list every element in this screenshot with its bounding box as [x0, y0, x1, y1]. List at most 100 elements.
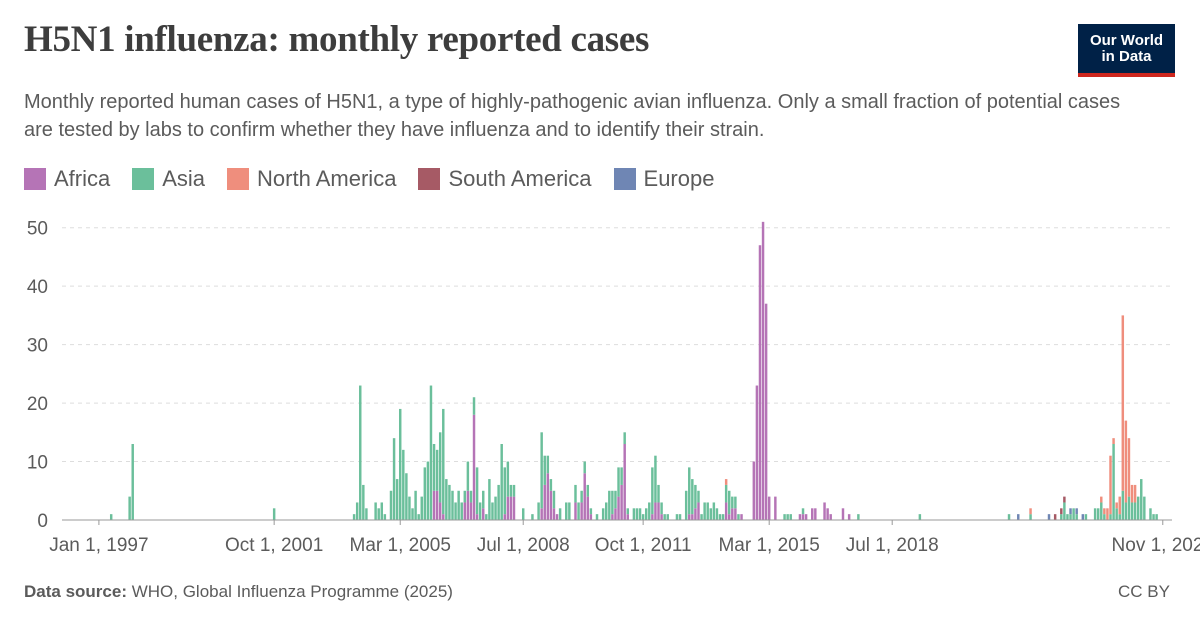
bar-africa [432, 490, 436, 520]
bar-asia [359, 385, 362, 520]
bar-asia [1155, 514, 1158, 520]
bar-africa [580, 502, 583, 520]
bar-asia [574, 484, 577, 503]
bar-north-america [1029, 508, 1032, 515]
our-world-in-data-logo[interactable]: Our World in Data [1078, 24, 1175, 77]
bar-africa [688, 514, 691, 520]
bar-africa [823, 502, 826, 520]
bar-asia [411, 508, 414, 520]
x-tick-label: Mar 1, 2005 [350, 535, 451, 556]
legend-swatch-asia [132, 168, 155, 190]
bar-asia [605, 502, 608, 520]
bar-africa [620, 484, 623, 520]
bar-asia [435, 449, 439, 491]
legend-item-south-america[interactable]: South America [418, 166, 592, 192]
bar-asia [442, 408, 445, 515]
bar-asia [697, 490, 700, 503]
bar-north-america [1103, 508, 1106, 515]
bar-asia [783, 514, 786, 520]
x-tick-label: Mar 1, 2015 [718, 535, 819, 556]
data-source-text[interactable]: WHO, Global Influenza Programme (2025) [131, 582, 453, 601]
bar-asia [731, 496, 734, 509]
legend-item-africa[interactable]: Africa [24, 166, 110, 192]
bar-asia [577, 502, 580, 520]
bar-north-america [1100, 496, 1103, 503]
bar-asia [272, 508, 276, 520]
bar-asia [657, 484, 660, 503]
bar-asia [1124, 502, 1128, 520]
bar-asia [537, 502, 540, 520]
bar-asia [1130, 502, 1134, 520]
bar-africa [617, 496, 620, 520]
y-tick-label: 10 [27, 453, 48, 474]
bar-asia [1029, 514, 1032, 520]
bar-north-america [1121, 315, 1125, 491]
bar-asia [494, 496, 497, 520]
bar-asia [485, 514, 488, 520]
bar-africa [555, 514, 559, 520]
bar-asia [789, 514, 792, 520]
bar-asia [543, 455, 546, 485]
bar-chart[interactable]: 0 10 20 30 40 50 Jan 1, 1997 Oct 1, 2001 Mar 1, … [0, 200, 1200, 565]
bar-asia [1007, 514, 1011, 520]
bar-africa [758, 245, 762, 520]
bar-asia [706, 502, 709, 520]
legend-item-asia[interactable]: Asia [132, 166, 205, 192]
bar-africa [660, 514, 663, 520]
bar-asia [451, 490, 454, 520]
bar-south-america [1063, 496, 1066, 503]
y-tick-label: 20 [27, 394, 48, 415]
bar-asia [546, 455, 550, 474]
bar-asia [617, 467, 620, 497]
bar-asia [509, 484, 513, 497]
bar-asia [718, 514, 722, 520]
bar-africa [611, 514, 614, 520]
bar-asia [408, 496, 411, 520]
bar-north-america [1115, 502, 1118, 509]
bar-asia [352, 514, 356, 520]
bar-asia [402, 449, 405, 520]
chart-title: H5N1 influenza: monthly reported cases [24, 19, 650, 60]
x-tick-label: Jan 1, 1997 [49, 535, 148, 556]
bar-africa [826, 508, 829, 520]
bar-europe [1081, 514, 1085, 520]
bar-asia [432, 444, 436, 491]
bar-asia [1063, 502, 1066, 520]
x-tick-label: Oct 1, 2011 [595, 535, 692, 556]
bar-asia [463, 490, 467, 503]
bar-asia [635, 508, 639, 520]
bar-asia [786, 514, 789, 520]
bar-asia [644, 508, 648, 520]
legend-swatch-europe [613, 168, 636, 190]
bar-asia [918, 514, 922, 520]
bar-africa [543, 484, 546, 520]
bar-asia [109, 514, 113, 520]
license-note[interactable]: CC BY [1118, 582, 1170, 601]
bar-asia [1066, 514, 1069, 520]
bar-asia [491, 502, 494, 520]
bar-africa [442, 514, 445, 520]
bar-asia [1121, 490, 1125, 520]
bar-asia [638, 508, 642, 520]
bar-africa [549, 490, 553, 520]
bar-asia [608, 490, 611, 520]
bar-asia [469, 490, 473, 503]
legend-item-north-america[interactable]: North America [227, 166, 396, 192]
bar-africa [724, 502, 728, 520]
bar-africa [509, 496, 513, 520]
bar-south-america [1053, 514, 1057, 520]
bar-africa [694, 508, 697, 520]
bar-asia [383, 514, 387, 520]
data-source-note: Data source: WHO, Global Influenza Progr… [24, 582, 453, 602]
bar-asia [1133, 502, 1137, 520]
bar-africa [586, 496, 590, 520]
bar-asia [1127, 496, 1131, 520]
bar-asia [1136, 496, 1140, 520]
legend-swatch-north-america [227, 168, 250, 190]
bar-asia [1112, 444, 1115, 520]
bar-asia [512, 484, 516, 497]
bar-north-america [1133, 484, 1137, 503]
bar-asia [1060, 514, 1063, 520]
legend-item-europe[interactable]: Europe [613, 166, 714, 192]
bar-asia [648, 502, 651, 520]
